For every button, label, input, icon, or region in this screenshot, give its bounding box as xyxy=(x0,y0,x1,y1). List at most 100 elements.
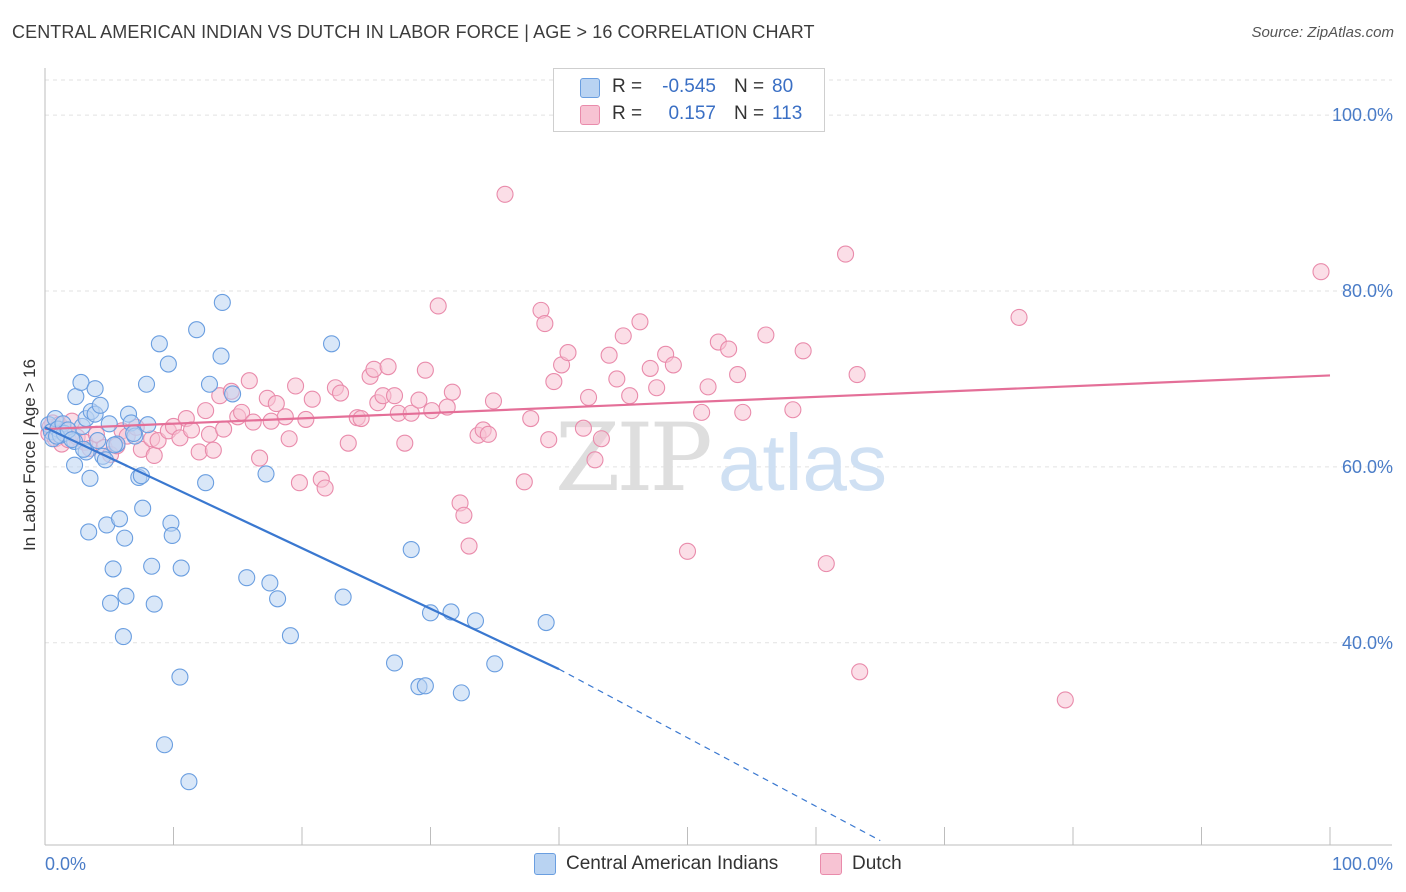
dutch-point xyxy=(1010,308,1028,326)
dutch-point xyxy=(631,313,649,331)
central-american-indian-point xyxy=(110,510,129,528)
central-american-indian-point xyxy=(213,293,231,312)
central-american-indian-point xyxy=(116,529,134,547)
dutch-point xyxy=(729,366,747,384)
dutch-point xyxy=(460,537,478,555)
dutch-point xyxy=(536,315,554,333)
central-american-indian-point xyxy=(81,469,99,487)
dutch-point xyxy=(244,413,262,431)
dutch-point xyxy=(365,360,383,378)
central-american-indian-point xyxy=(180,773,198,791)
dutch-point xyxy=(851,663,869,681)
legend-r-label: R = xyxy=(612,76,643,97)
dutch-point xyxy=(251,449,269,467)
legend-row-blue: R = -0.545 N = 80 xyxy=(554,74,824,100)
dutch-trend-line xyxy=(44,374,1331,431)
central-american-indian-point xyxy=(163,526,181,545)
central-american-indian-point xyxy=(385,654,404,672)
dutch-point xyxy=(522,409,540,428)
x-tick-label: 100.0% xyxy=(1332,854,1393,874)
dutch-point xyxy=(429,297,447,315)
central-american-indian-point xyxy=(257,465,275,483)
dutch-point xyxy=(664,356,682,374)
legend-n-label: N = xyxy=(734,103,765,124)
dutch-point xyxy=(339,434,357,452)
dutch-point xyxy=(817,555,835,573)
y-tick-label: 60.0% xyxy=(1342,457,1393,477)
dutch-point xyxy=(352,409,370,428)
watermark-zip: ZIP xyxy=(555,404,709,513)
grid-lines xyxy=(45,79,1392,644)
dutch-point xyxy=(197,402,215,420)
dutch-point xyxy=(240,372,258,390)
dutch-point xyxy=(734,403,752,421)
axes xyxy=(44,68,1392,846)
legend-n-value: 113 xyxy=(772,103,803,124)
central-american-indian-point xyxy=(188,321,206,339)
dutch-point xyxy=(316,479,334,497)
central-american-indian-point xyxy=(134,499,152,517)
central-american-indian-point xyxy=(281,627,299,645)
dutch-point xyxy=(641,359,659,377)
dutch-point xyxy=(443,383,461,401)
central-american-indian-point xyxy=(66,456,84,474)
central-american-indian-point xyxy=(114,628,132,646)
central-american-indian-point xyxy=(269,590,287,608)
dutch-point xyxy=(204,441,222,459)
central-american-indian-point xyxy=(197,474,215,492)
central-american-indian-point xyxy=(334,588,352,606)
central-american-indian-point xyxy=(150,335,168,353)
central-american-indian-point xyxy=(224,385,242,403)
central-american-indian-point xyxy=(145,595,163,613)
central-american-indian-point xyxy=(212,347,230,365)
dutch-point xyxy=(784,401,802,419)
dutch-point xyxy=(693,403,711,421)
dutch-point xyxy=(699,378,717,396)
dutch-point xyxy=(479,425,497,443)
central-american-indian-point xyxy=(323,335,341,353)
legend-swatch-pink xyxy=(580,105,600,125)
central-american-indian-points xyxy=(40,293,555,791)
x-tick-label: 0.0% xyxy=(45,854,86,874)
dutch-point xyxy=(416,361,434,379)
central-american-indian-point xyxy=(105,436,123,454)
dutch-point xyxy=(837,245,855,263)
dutch-point xyxy=(182,421,201,439)
central-american-indian-point xyxy=(416,677,434,695)
watermark-atlas: atlas xyxy=(718,418,887,507)
dutch-point xyxy=(484,392,503,410)
central-american-indian-point xyxy=(537,613,555,632)
dutch-point xyxy=(262,412,280,430)
central-american-indian-point xyxy=(100,415,118,433)
dutch-point xyxy=(794,342,812,360)
dutch-point xyxy=(190,443,208,461)
y-tick-label: 100.0% xyxy=(1332,105,1393,125)
dutch-point xyxy=(515,473,533,491)
dutch-point xyxy=(455,506,473,524)
central-american-indian-point xyxy=(171,668,189,686)
central-american-indian-trend-line xyxy=(44,426,560,671)
legend-row-pink: R = 0.157 N = 113 xyxy=(554,101,824,127)
legend-r-value: 0.157 xyxy=(668,103,716,124)
dutch-point xyxy=(385,387,404,405)
dutch-point xyxy=(586,451,604,469)
dutch-point xyxy=(648,379,666,397)
dutch-point xyxy=(303,390,321,408)
y-tick-label: 40.0% xyxy=(1342,633,1393,653)
chart-title: CENTRAL AMERICAN INDIAN VS DUTCH IN LABO… xyxy=(12,22,815,42)
legend-swatch-blue xyxy=(580,78,600,98)
central-american-indian-point xyxy=(137,375,156,393)
dutch-point xyxy=(592,430,610,448)
correlation-legend: R = -0.545 N = 80 R = 0.157 N = 113 xyxy=(553,68,825,132)
central-american-indian-point xyxy=(261,574,279,592)
dutch-point xyxy=(540,431,558,449)
trend-lines xyxy=(44,374,1331,842)
dutch-point xyxy=(396,434,414,452)
tick-labels: 40.0% 60.0% 80.0% 100.0% 0.0% 100.0% xyxy=(45,105,1393,874)
central-american-indian-point xyxy=(486,655,504,673)
central-american-indian-point xyxy=(104,560,122,578)
dutch-point xyxy=(621,387,639,405)
legend-r-value: -0.545 xyxy=(662,76,716,97)
central-american-indian-point xyxy=(238,569,256,587)
